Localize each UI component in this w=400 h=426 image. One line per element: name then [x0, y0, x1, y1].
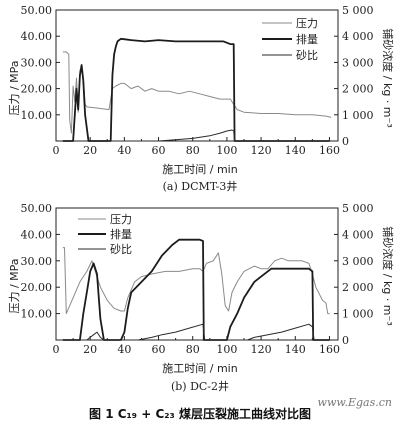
chart-b-ytick-label: 50.00: [21, 202, 53, 215]
chart-a-xtick-label: 140: [285, 144, 306, 157]
chart-b-ytick-label: 10.00: [21, 308, 53, 321]
chart-a-y2tick-label: 1 000: [342, 109, 374, 122]
chart-a-caption: (a) DCMT-3井: [163, 179, 238, 193]
chart-b-legend: 压力 排量 砂比: [78, 213, 132, 256]
chart-a-legend-pressure: 压力: [296, 17, 318, 30]
chart-a-legend-sand: 砂比: [296, 49, 318, 62]
chart-dcmt-3: 0 20 40 60 80 100 120 140 160 10.00 20.00 30.00 40.0…: [8, 4, 395, 193]
chart-a-legend-rate: 排量: [296, 32, 318, 46]
chart-b-xtick-label: 100: [216, 343, 237, 356]
chart-b-series-pressure: [62, 247, 330, 315]
chart-a-xtick-label: 40: [117, 144, 131, 157]
chart-b-y2tick-label: 4 000: [342, 228, 374, 241]
chart-a-series-sand: [107, 129, 330, 142]
chart-a-ytick-label: 50.00: [21, 4, 53, 17]
chart-a-xlabel: 施工时间 / min: [162, 163, 237, 176]
chart-b-ytick-label: 30.00: [21, 255, 53, 268]
chart-a-y2tick-label: 4 000: [342, 30, 374, 43]
chart-a-xtick-label: 20: [83, 144, 97, 157]
watermark: www.Egas.cn: [318, 396, 392, 409]
chart-b-frame: [55, 207, 339, 341]
chart-b-xtick-label: 20: [83, 343, 97, 356]
chart-b-y2tick-label: 2 000: [342, 281, 374, 294]
chart-b-xtick-label: 60: [152, 343, 166, 356]
chart-b-caption: (b) DC-2井: [171, 379, 229, 393]
chart-b-xlabel: 施工时间 / min: [162, 362, 237, 375]
chart-b-y2label: 铺砂浓度 / kg · m⁻³: [381, 226, 395, 325]
chart-a-xtick-label: 0: [53, 144, 60, 157]
chart-b-ylabel: 压力 / MPa: [8, 258, 21, 313]
chart-b-legend-pressure: 压力: [110, 213, 132, 226]
chart-a-y2tick-label: 3 000: [342, 56, 374, 69]
chart-dc-2: 0 20 40 60 80 100 120 140 160 10.00 20.00 30.00 40.0…: [8, 202, 395, 393]
chart-a-y2tick-zero: 0: [342, 135, 349, 148]
chart-b-xtick-label: 120: [251, 343, 272, 356]
chart-b-ytick-label: 20.00: [21, 281, 53, 294]
chart-a-xtick-label: 120: [251, 144, 272, 157]
chart-b-xtick-label: 40: [117, 343, 131, 356]
chart-b-ytick-label: 40.00: [21, 228, 53, 241]
chart-a-legend: 压力 排量 砂比: [262, 17, 318, 62]
chart-b-xtick-label: 0: [53, 343, 60, 356]
chart-a-xtick-label: 80: [186, 144, 200, 157]
chart-a-ytick-label: 30.00: [21, 56, 53, 69]
chart-a-ytick-label: 10.00: [21, 109, 53, 122]
chart-b-series-rate: [62, 238, 330, 341]
chart-a-ytick-label: 40.00: [21, 30, 53, 43]
figure-caption: 图 1 C₁₉ + C₂₃ 煤层压裂施工曲线对比图: [89, 406, 311, 421]
chart-b-y2tick-label: 5 000: [342, 202, 374, 215]
chart-a-plot-area: 0 20 40 60 80 100 120 140 160 10.00 20.00 30.00 40.0…: [21, 4, 374, 157]
chart-b-xtick-label: 140: [285, 343, 306, 356]
chart-b-series-sand: [62, 323, 330, 341]
chart-b-y2tick-zero: 0: [342, 334, 349, 347]
chart-a-series-rate: [62, 37, 330, 142]
chart-a-ylabel: 压力 / MPa: [8, 60, 21, 115]
chart-b-legend-sand: 砂比: [110, 243, 132, 256]
chart-b-xtick-label: 80: [186, 343, 200, 356]
chart-a-xtick-label: 100: [216, 144, 237, 157]
chart-b-xtick-label: 160: [319, 343, 340, 356]
chart-b-legend-rate: 排量: [110, 227, 132, 241]
chart-b-y2tick-label: 3 000: [342, 255, 374, 268]
chart-a-ytick-label: 20.00: [21, 83, 53, 96]
chart-a-series-pressure: [62, 51, 332, 134]
chart-a-xtick-label: 160: [319, 144, 340, 157]
chart-b-y2tick-label: 1 000: [342, 308, 374, 321]
chart-a-y2tick-label: 2 000: [342, 83, 374, 96]
chart-b-plot-area: 0 20 40 60 80 100 120 140 160 10.00 20.00 30.00 40.0…: [21, 202, 374, 356]
chart-a-xtick-label: 60: [152, 144, 166, 157]
chart-a-y2tick-label: 5 000: [342, 4, 374, 17]
chart-a-y2label: 铺砂浓度 / kg · m⁻³: [381, 28, 395, 127]
chart-a-frame: [55, 9, 339, 142]
